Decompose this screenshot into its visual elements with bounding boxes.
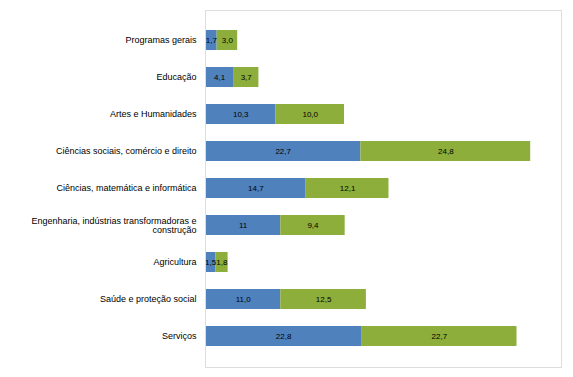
- svg-text:4,1: 4,1: [214, 73, 226, 82]
- svg-text:14,7: 14,7: [248, 184, 264, 193]
- svg-text:22,7: 22,7: [275, 147, 291, 156]
- svg-text:1,7: 1,7: [206, 36, 218, 45]
- svg-text:Artes e Humanidades: Artes e Humanidades: [110, 109, 197, 119]
- svg-text:3,7: 3,7: [241, 73, 253, 82]
- svg-text:12,1: 12,1: [340, 184, 356, 193]
- svg-text:24,8: 24,8: [438, 147, 454, 156]
- svg-text:Programas gerais: Programas gerais: [125, 35, 197, 45]
- svg-text:22,8: 22,8: [276, 332, 292, 341]
- svg-text:Agricultura: Agricultura: [153, 257, 196, 267]
- svg-text:22,7: 22,7: [432, 332, 448, 341]
- svg-text:10,0: 10,0: [302, 110, 318, 119]
- svg-text:Educação: Educação: [156, 72, 196, 82]
- svg-text:9,4: 9,4: [307, 221, 319, 230]
- svg-text:11,0: 11,0: [236, 295, 252, 304]
- svg-text:Saúde e proteção social: Saúde e proteção social: [100, 294, 197, 304]
- svg-text:Ciências, matemática e informá: Ciências, matemática e informática: [56, 183, 196, 193]
- svg-text:3,0: 3,0: [222, 36, 234, 45]
- svg-text:1,5: 1,5: [205, 258, 217, 267]
- svg-text:Serviços: Serviços: [162, 331, 197, 341]
- svg-text:Ciências sociais, comércio e d: Ciências sociais, comércio e direito: [56, 146, 197, 156]
- svg-text:Engenharia, indústrias transfo: Engenharia, indústrias transformadoras e…: [31, 216, 196, 235]
- svg-text:11: 11: [239, 221, 248, 230]
- svg-text:12,5: 12,5: [316, 295, 332, 304]
- svg-text:1,8: 1,8: [216, 258, 228, 267]
- svg-text:10,3: 10,3: [233, 110, 249, 119]
